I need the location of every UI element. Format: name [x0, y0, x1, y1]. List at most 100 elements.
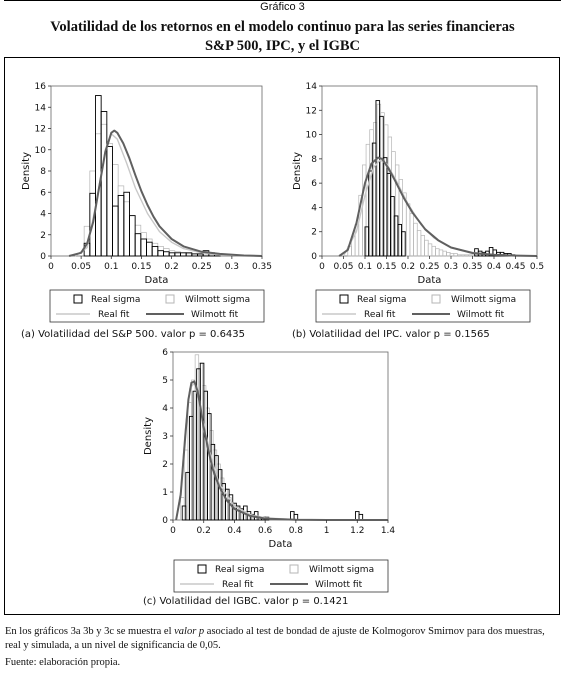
chart-c-wilmott-fit-line	[175, 380, 388, 521]
source-note: Fuente: elaboración propia.	[5, 657, 121, 668]
chart-c-y-tick-label: 0	[162, 516, 168, 526]
chart-c-x-tick-label: 0	[170, 526, 176, 536]
chart-c-legend-wilmott-sigma-swatch	[289, 564, 299, 574]
chart-b-y-tick-label: 0	[311, 252, 317, 262]
chart-b-y-tick-label: 10	[306, 131, 318, 141]
chart-c-x-tick-label: 0.4	[227, 526, 242, 536]
chart-c-y-tick-label: 5	[162, 376, 168, 386]
chart-b-y-tick-label: 2	[311, 228, 317, 238]
chart-b-x-tick-label: 0.4	[487, 262, 502, 272]
chart-c-y-tick-label: 6	[162, 348, 168, 358]
figure-frame	[4, 57, 560, 615]
chart-a-x-tick-label: 0.3	[225, 262, 239, 272]
chart-c-x-tick-label: 0.2	[197, 526, 211, 536]
figure-title: Volatilidad de los retornos en el modelo…	[0, 18, 565, 56]
footnote-italic: valor p	[174, 626, 205, 637]
chart-b-legend-wilmott-sigma: Wilmott sigma	[451, 295, 516, 305]
chart-b-legend-box	[315, 289, 531, 323]
chart-c-caption: (c) Volatilidad del IGBC. valor p = 0.14…	[143, 596, 348, 607]
chart-c-x-tick-label: 1	[324, 526, 330, 536]
chart-a-legend-wilmott-sigma-swatch	[165, 294, 175, 304]
chart-a-y-tick-label: 10	[35, 146, 47, 156]
chart-a-y-tick-label: 12	[35, 125, 46, 135]
chart-b-x-tick-label: 0.2	[401, 262, 415, 272]
chart-a-y-tick-label: 6	[40, 188, 46, 198]
chart-b-x-tick-label: 0	[319, 262, 325, 272]
chart-a-x-tick-label: 0.05	[71, 262, 91, 272]
chart-b-x-tick-label: 0.05	[333, 262, 353, 272]
chart-b-legend-wilmott-sigma-swatch	[431, 294, 441, 304]
chart-c-x-tick-label: 0.8	[289, 526, 304, 536]
chart-a-y-tick-label: 14	[35, 103, 47, 113]
chart-c-x-tick-label: 1.4	[381, 526, 396, 536]
chart-a-legend-box	[49, 289, 265, 323]
chart-a-x-tick-label: 0.2	[164, 262, 178, 272]
chart-b-y-tick-label: 4	[311, 203, 317, 213]
chart-b-legend-wilmott-fit: Wilmott fit	[457, 310, 505, 320]
chart-a-legend-real-fit: Real fit	[98, 310, 130, 320]
chart-b-x-tick-label: 0.45	[505, 262, 525, 272]
chart-c-y-tick-label: 3	[162, 432, 168, 442]
chart-b-x-tick-label: 0.25	[419, 262, 439, 272]
chart-a-legend-real-sigma: Real sigma	[91, 295, 140, 305]
chart-a-x-tick-label: 0.1	[104, 262, 118, 272]
chart-b-x-tick-label: 0.1	[358, 262, 372, 272]
chart-c-x-tick-label: 1.2	[350, 526, 364, 536]
chart-a-x-tick-label: 0.25	[192, 262, 212, 272]
chart-a-legend-wilmott-fit: Wilmott fit	[191, 310, 239, 320]
chart-b-y-tick-label: 14	[306, 82, 318, 92]
chart-b-real-bar	[401, 231, 406, 257]
chart-b-x-tick-label: 0.5	[530, 262, 544, 272]
chart-b-caption: (b) Volatilidad del IPC. valor p = 0.156…	[292, 329, 490, 340]
top-rule	[4, 0, 561, 1]
graphic-label: Gráfico 3	[260, 1, 305, 13]
chart-b-wilmott-fit-line	[338, 156, 538, 257]
chart-a-x-tick-label: 0.35	[252, 262, 272, 272]
chart-b-legend-real-sigma: Real sigma	[357, 295, 406, 305]
chart-a-y-tick-label: 8	[40, 167, 46, 177]
chart-c-x-axis-label: Data	[269, 539, 293, 550]
chart-a-y-tick-label: 4	[40, 210, 46, 220]
footnote: En los gráficos 3a 3b y 3c se muestra el…	[5, 625, 561, 653]
chart-c-legend-real-fit: Real fit	[222, 580, 254, 590]
title-line-2: S&P 500, IPC, y el IGBC	[204, 38, 361, 54]
chart-b-y-tick-label: 8	[311, 155, 317, 165]
chart-a-y-tick-label: 0	[40, 252, 46, 262]
chart-b-legend-real-fit: Real fit	[364, 310, 396, 320]
chart-c-y-tick-label: 4	[162, 404, 168, 414]
chart-b-legend-real-sigma-swatch	[339, 294, 349, 304]
chart-a-y-tick-label: 2	[40, 231, 46, 241]
chart-c-legend-wilmott-sigma: Wilmott sigma	[309, 565, 374, 575]
footnote-text-after: asociado al test de bondad de ajuste de …	[5, 626, 545, 651]
title-line-1: Volatilidad de los retornos en el modelo…	[50, 19, 515, 35]
chart-b-x-tick-label: 0.15	[376, 262, 396, 272]
chart-a-x-tick-label: 0.15	[131, 262, 151, 272]
chart-a-plot-area	[50, 85, 263, 257]
chart-c-legend-real-sigma: Real sigma	[215, 565, 264, 575]
chart-b-x-tick-label: 0.35	[462, 262, 482, 272]
chart-a-caption: (a) Volatilidad del S&P 500. valor p = 0…	[21, 329, 245, 340]
chart-b-y-tick-label: 12	[306, 106, 317, 116]
chart-a-x-axis-label: Data	[145, 275, 169, 286]
chart-c-legend-wilmott-fit: Wilmott fit	[315, 580, 363, 590]
footnote-text-before: En los gráficos 3a 3b y 3c se muestra el	[5, 626, 175, 637]
chart-a-y-axis-label: Density	[21, 152, 32, 190]
chart-c-legend-real-sigma-swatch	[197, 564, 207, 574]
chart-a-legend-wilmott-sigma: Wilmott sigma	[185, 295, 250, 305]
chart-a-wilmott-fit-line	[68, 129, 263, 257]
chart-c-legend-box	[173, 559, 389, 593]
chart-c-y-axis-label: Density	[143, 417, 154, 455]
chart-b-y-tick-label: 6	[311, 179, 317, 189]
chart-a-x-tick-label: 0	[48, 262, 54, 272]
chart-b-x-axis-label: Data	[418, 275, 442, 286]
chart-b-x-tick-label: 0.3	[444, 262, 458, 272]
chart-c-y-tick-label: 1	[162, 488, 168, 498]
chart-c-plot-area	[172, 351, 389, 521]
chart-a-y-tick-label: 16	[35, 82, 47, 92]
chart-c-y-tick-label: 2	[162, 460, 168, 470]
chart-c-x-tick-label: 0.6	[258, 526, 273, 536]
chart-b-y-axis-label: Density	[292, 152, 303, 190]
chart-a-real-bar	[106, 146, 113, 257]
chart-a-legend-real-sigma-swatch	[73, 294, 83, 304]
